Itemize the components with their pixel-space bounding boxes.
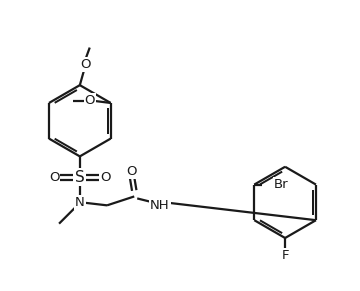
Text: N: N xyxy=(75,196,85,210)
Text: O: O xyxy=(100,171,111,184)
Text: F: F xyxy=(282,249,289,262)
Text: O: O xyxy=(126,165,137,178)
Text: S: S xyxy=(75,170,85,185)
Text: O: O xyxy=(81,58,91,71)
Text: NH: NH xyxy=(150,199,170,212)
Text: O: O xyxy=(85,95,95,107)
Text: Br: Br xyxy=(274,178,289,191)
Text: O: O xyxy=(49,171,59,184)
